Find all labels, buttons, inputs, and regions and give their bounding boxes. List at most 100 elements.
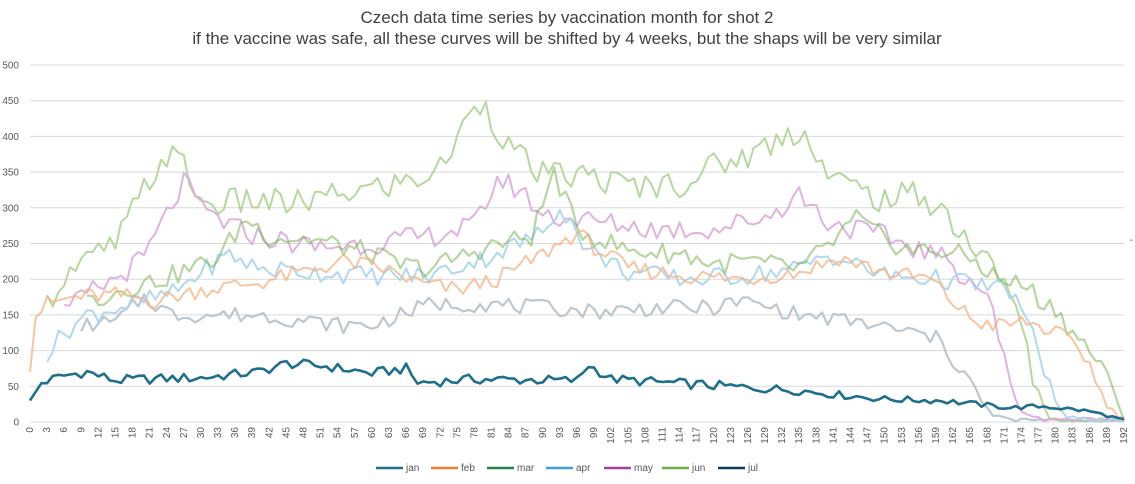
x-tick-label: 81 [487,427,498,439]
x-tick-label: 69 [418,427,429,439]
x-tick-label: 159 [931,427,942,444]
series-line-jun [46,100,1125,423]
x-tick-label: 63 [384,427,395,439]
y-tick-label: 500 [2,61,19,72]
x-tick-label: 45 [281,427,292,439]
legend-label-jan: jan [405,463,419,474]
x-tick-label: 54 [333,427,344,439]
legend-label-apr: apr [576,463,591,474]
y-tick-label: 100 [2,346,19,357]
x-tick-label: 102 [606,427,617,444]
y-tick-label: 150 [2,310,19,321]
x-tick-label: 96 [572,427,583,439]
x-tick-label: 189 [1102,427,1113,444]
legend-label-jul: jul [747,463,758,474]
x-tick-label: 21 [145,427,156,439]
x-tick-label: 87 [521,427,532,439]
x-tick-label: 90 [538,427,549,439]
x-tick-label: 156 [914,427,925,444]
gridlines [30,64,1124,423]
x-tick-label: 141 [828,427,839,444]
x-tick-label: 153 [897,427,908,444]
y-tick-label: 350 [2,168,19,179]
x-tick-label: 183 [1068,427,1079,444]
x-tick-label: 27 [179,427,190,439]
series-line-apr [46,209,1125,423]
x-tick-label: 171 [999,427,1010,444]
x-tick-label: 177 [1034,427,1045,444]
x-tick-label: 18 [128,427,139,439]
x-tick-label: 192 [1119,427,1130,444]
x-tick-label: 111 [657,427,668,443]
x-tick-label: 150 [880,427,891,444]
x-tick-label: 93 [555,427,566,439]
x-tick-label: 36 [230,427,241,439]
y-tick-label: 450 [2,96,19,107]
x-tick-label: 129 [760,427,771,444]
x-tick-label: 180 [1051,427,1062,444]
series-line-jul [80,293,1125,423]
x-tick-label: 51 [316,427,327,439]
chart-title: Czech data time series by vaccination mo… [361,8,774,27]
x-tick-label: 135 [794,427,805,444]
y-tick-label: 400 [2,132,19,143]
x-tick-label: 162 [948,427,959,444]
x-tick-label: 126 [743,427,754,444]
x-tick-label: 114 [675,427,686,443]
x-tick-label: 6 [59,427,70,433]
x-tick-label: 147 [863,427,874,444]
x-tick-label: 9 [76,427,87,433]
x-tick-label: 174 [1016,427,1027,444]
x-tick-label: 84 [504,427,515,439]
chart-subtitle: if the vaccine was safe, all these curve… [192,29,942,48]
x-tick-label: 186 [1085,427,1096,444]
x-tick-label: 72 [435,427,446,439]
legend-label-may: may [634,463,653,474]
series-layer [28,100,1126,423]
x-tick-label: 3 [42,427,53,433]
x-tick-label: 99 [589,427,600,439]
x-tick-label: 60 [367,427,378,439]
x-tick-label: 24 [162,427,173,439]
legend-label-jun: jun [691,463,705,474]
x-tick-label: 144 [846,427,857,444]
x-tick-label: 39 [247,427,258,439]
x-tick-label: 117 [692,427,703,443]
legend-label-feb: feb [461,463,475,474]
x-tick-label: 48 [299,427,310,439]
x-tick-label: 30 [196,427,207,439]
x-axis: 0 3 6 9 12 15 18 21 24 27 30 33 36 39 42 45 48 51 54 57 60 63… [25,427,1130,444]
series-line-jan [28,358,1125,421]
x-tick-label: 165 [965,427,976,444]
x-tick-label: 78 [469,427,480,439]
x-tick-label: 168 [982,427,993,444]
y-tick-label: 300 [2,203,19,214]
series-line-may [64,171,1125,423]
legend: jan feb mar apr may jun jul [376,463,758,474]
x-tick-label: 0 [25,427,36,433]
y-tick-label: 50 [8,382,20,393]
x-tick-label: 132 [777,427,788,444]
x-tick-label: 33 [213,427,224,439]
legend-label-mar: mar [517,463,535,474]
x-tick-label: 138 [811,427,822,444]
series-line-feb [29,229,1124,419]
y-axis: 0 50 100 150 200 250 300 350 400 450 500 [2,61,19,429]
x-tick-label: 120 [709,427,720,444]
x-tick-label: 15 [110,427,121,439]
y-tick-label: 200 [2,275,19,286]
x-tick-label: 123 [726,427,737,444]
x-tick-label: 42 [264,427,275,439]
x-tick-label: 75 [452,427,463,439]
x-tick-label: 12 [93,427,104,439]
x-tick-label: 108 [640,427,651,444]
y-tick-label: 250 [2,239,19,250]
y-tick-label: 0 [13,418,19,429]
x-tick-label: 66 [401,427,412,439]
series-line-mar [86,166,1126,422]
edge-mark: - [1130,235,1133,246]
x-tick-label: 105 [623,427,634,444]
x-tick-label: 57 [350,427,361,439]
